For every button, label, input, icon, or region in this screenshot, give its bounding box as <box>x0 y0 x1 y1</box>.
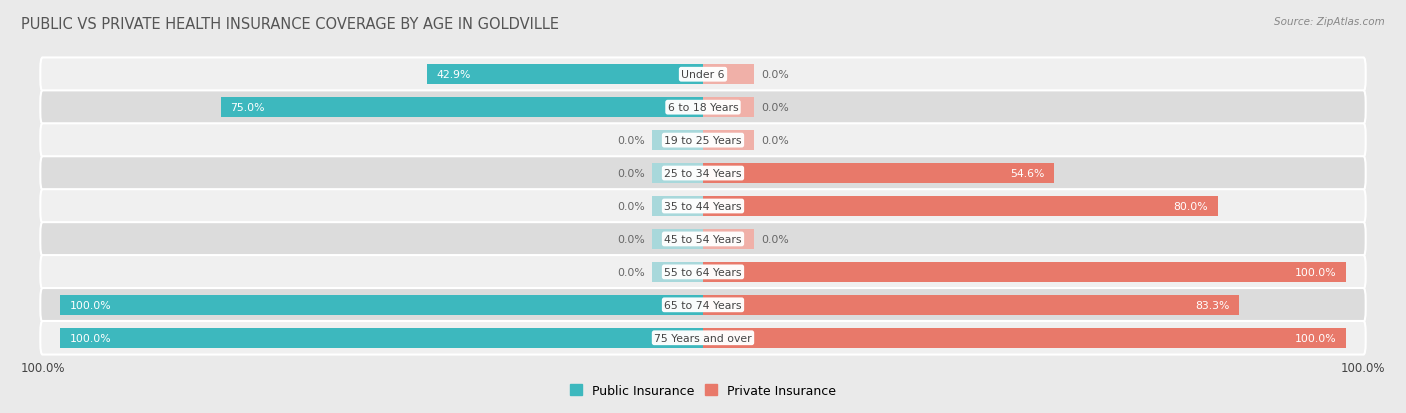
Legend: Public Insurance, Private Insurance: Public Insurance, Private Insurance <box>565 379 841 402</box>
Text: Under 6: Under 6 <box>682 70 724 80</box>
Bar <box>59 295 703 315</box>
Text: 55 to 64 Years: 55 to 64 Years <box>664 267 742 277</box>
Text: 100.0%: 100.0% <box>1295 267 1337 277</box>
Text: 0.0%: 0.0% <box>617 136 645 146</box>
Text: 100.0%: 100.0% <box>69 300 111 310</box>
FancyBboxPatch shape <box>41 91 1365 125</box>
Text: 100.0%: 100.0% <box>1340 362 1385 375</box>
Text: 35 to 44 Years: 35 to 44 Years <box>664 202 742 211</box>
Text: 0.0%: 0.0% <box>761 234 789 244</box>
Text: 42.9%: 42.9% <box>437 70 471 80</box>
Text: PUBLIC VS PRIVATE HEALTH INSURANCE COVERAGE BY AGE IN GOLDVILLE: PUBLIC VS PRIVATE HEALTH INSURANCE COVER… <box>21 17 560 31</box>
FancyBboxPatch shape <box>41 157 1365 190</box>
Bar <box>703 196 1218 217</box>
Bar <box>703 98 755 118</box>
Text: 0.0%: 0.0% <box>761 70 789 80</box>
Text: 80.0%: 80.0% <box>1174 202 1208 211</box>
Bar <box>703 328 1347 348</box>
Text: 0.0%: 0.0% <box>761 136 789 146</box>
Bar <box>651 196 703 217</box>
Bar <box>651 164 703 184</box>
Bar <box>651 131 703 151</box>
Text: 0.0%: 0.0% <box>617 267 645 277</box>
FancyBboxPatch shape <box>41 288 1365 322</box>
FancyBboxPatch shape <box>41 256 1365 289</box>
Text: 0.0%: 0.0% <box>617 169 645 179</box>
Bar <box>651 229 703 249</box>
Bar <box>703 229 755 249</box>
Text: 65 to 74 Years: 65 to 74 Years <box>664 300 742 310</box>
Text: 6 to 18 Years: 6 to 18 Years <box>668 103 738 113</box>
FancyBboxPatch shape <box>41 124 1365 157</box>
Text: 100.0%: 100.0% <box>69 333 111 343</box>
Text: 75.0%: 75.0% <box>231 103 264 113</box>
FancyBboxPatch shape <box>41 321 1365 355</box>
Text: 83.3%: 83.3% <box>1195 300 1229 310</box>
Bar <box>703 164 1054 184</box>
Text: 0.0%: 0.0% <box>617 234 645 244</box>
Bar <box>221 98 703 118</box>
Bar <box>59 328 703 348</box>
FancyBboxPatch shape <box>41 58 1365 92</box>
Text: 54.6%: 54.6% <box>1011 169 1045 179</box>
Bar <box>427 65 703 85</box>
Bar <box>703 295 1239 315</box>
FancyBboxPatch shape <box>41 190 1365 223</box>
Bar <box>703 131 755 151</box>
Text: 25 to 34 Years: 25 to 34 Years <box>664 169 742 179</box>
Text: 19 to 25 Years: 19 to 25 Years <box>664 136 742 146</box>
Text: 0.0%: 0.0% <box>761 103 789 113</box>
FancyBboxPatch shape <box>41 223 1365 256</box>
Text: 45 to 54 Years: 45 to 54 Years <box>664 234 742 244</box>
Bar <box>703 262 1347 282</box>
Text: 100.0%: 100.0% <box>1295 333 1337 343</box>
Bar <box>651 262 703 282</box>
Text: 0.0%: 0.0% <box>617 202 645 211</box>
Bar <box>703 65 755 85</box>
Text: 75 Years and over: 75 Years and over <box>654 333 752 343</box>
Text: 100.0%: 100.0% <box>21 362 66 375</box>
Text: Source: ZipAtlas.com: Source: ZipAtlas.com <box>1274 17 1385 26</box>
